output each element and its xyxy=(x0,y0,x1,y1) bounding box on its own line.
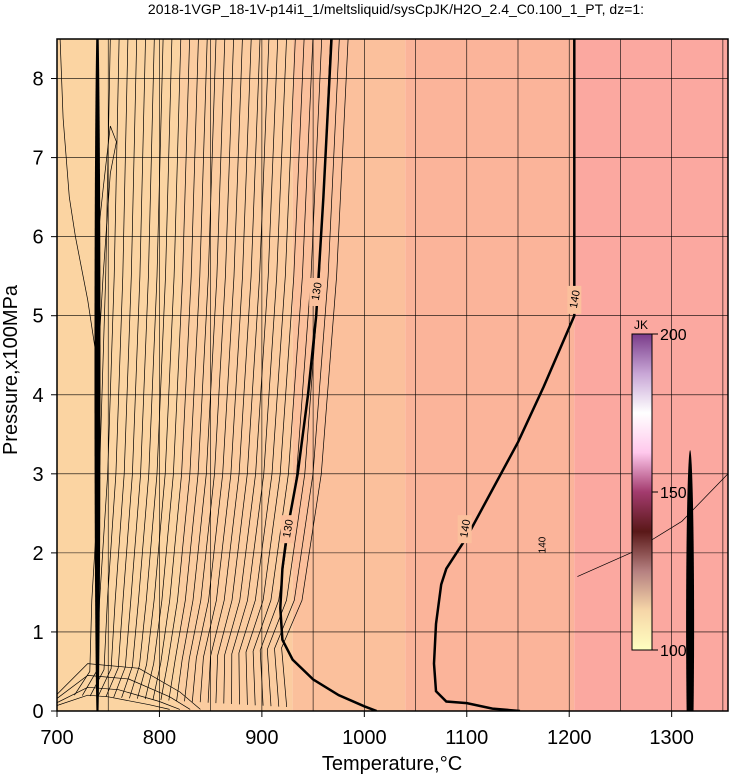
chart-title: 2018-1VGP_18-1V-p14i1_1/meltsliquid/sysC… xyxy=(148,1,644,17)
y-axis: 0 1 2 3 4 5 6 7 8 xyxy=(32,69,57,723)
y-tick-label: 6 xyxy=(32,227,43,249)
major-contour xyxy=(432,39,576,711)
colorbar-bar xyxy=(631,333,653,651)
minor-contour xyxy=(252,39,314,706)
y-tick-label: 3 xyxy=(32,464,43,486)
minor-contour xyxy=(57,675,191,710)
minor-contour xyxy=(105,39,146,698)
minor-contour xyxy=(274,39,340,707)
minor-contour xyxy=(57,694,170,710)
minor-contour xyxy=(223,39,279,704)
minor-contour xyxy=(136,39,182,699)
minor-contour xyxy=(191,39,243,702)
plot-area: 130 130 140 140 140 xyxy=(56,38,729,712)
contour-label-bg xyxy=(567,285,582,314)
minor-contour xyxy=(152,39,199,700)
x-tick-label: 900 xyxy=(245,727,278,749)
contour-label-bg xyxy=(280,515,295,544)
contour-label: 130 xyxy=(281,519,296,539)
major-contours: 130 130 140 140 xyxy=(279,39,583,711)
x-tick-label: 1100 xyxy=(445,727,488,749)
contour-label: 140 xyxy=(458,519,473,539)
minor-contour xyxy=(121,39,164,698)
minor-contour xyxy=(238,39,296,705)
y-tick-label: 5 xyxy=(32,306,43,328)
minor-contour xyxy=(129,39,173,699)
field-band xyxy=(179,39,293,711)
contour-annotation: 140 xyxy=(538,536,549,553)
contour-label: 140 xyxy=(568,289,583,309)
y-tick-label: 2 xyxy=(32,543,43,565)
minor-contour xyxy=(144,39,190,700)
y-tick-label: 0 xyxy=(32,701,43,723)
contour-label-bg xyxy=(457,515,472,544)
minor-contour xyxy=(89,39,129,697)
minor-contour xyxy=(168,39,217,701)
minor-contour xyxy=(57,663,201,710)
contour-label: 130 xyxy=(310,281,325,301)
minor-contour xyxy=(577,473,728,577)
x-tick-label: 1300 xyxy=(649,727,694,749)
minor-contour xyxy=(231,39,287,705)
colorbar-tick-label: 100 xyxy=(660,643,687,660)
minor-contour xyxy=(113,39,155,698)
minor-contour xyxy=(57,686,181,710)
minor-contour xyxy=(281,39,349,708)
colorbar-tick-label: 150 xyxy=(660,485,687,502)
x-tick-label: 800 xyxy=(143,727,176,749)
major-contour xyxy=(279,39,378,711)
y-tick-label: 4 xyxy=(32,385,43,407)
minor-contour xyxy=(81,39,120,696)
field-band xyxy=(292,39,406,711)
colorbar-ticks: 100 150 200 xyxy=(652,327,687,660)
minor-contours xyxy=(57,39,728,711)
x-tick-label: 700 xyxy=(40,727,73,749)
x-axis: 700 800 900 1000 1100 1200 1300 xyxy=(40,711,694,749)
minor-contour xyxy=(160,39,208,701)
minor-contour xyxy=(184,39,234,702)
minor-contour xyxy=(97,39,138,697)
minor-contour xyxy=(97,125,117,364)
contour-label-bg xyxy=(309,277,324,306)
x-tick-label: 1200 xyxy=(547,727,592,749)
y-tick-label: 7 xyxy=(32,148,43,170)
plot-frame xyxy=(56,38,729,712)
colorbar-label: JK xyxy=(634,318,648,332)
annotations: 140 xyxy=(538,536,549,553)
minor-contour xyxy=(199,39,252,703)
minor-contour xyxy=(207,39,261,703)
minor-contour xyxy=(215,39,270,704)
field-color-bands xyxy=(57,39,728,711)
x-tick-label: 1000 xyxy=(342,727,387,749)
y-axis-label: Pressure,x100MPa xyxy=(0,284,22,455)
y-tick-label: 8 xyxy=(32,69,43,91)
field-band xyxy=(405,39,575,711)
y-tick-label: 1 xyxy=(32,622,43,644)
minor-contour xyxy=(245,39,305,705)
x-axis-label: Temperature,°C xyxy=(322,753,462,775)
colorbar: JK 100 150 200 xyxy=(631,318,687,660)
dense-contour-spike xyxy=(94,39,101,711)
minor-contour xyxy=(176,39,226,701)
colorbar-tick-label: 200 xyxy=(660,327,687,344)
